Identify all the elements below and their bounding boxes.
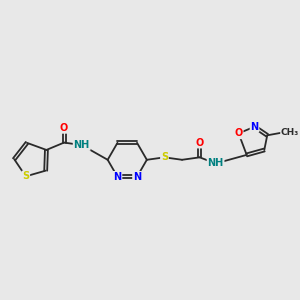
Text: O: O [196,138,204,148]
Text: NH: NH [208,158,224,169]
Text: N: N [133,172,141,182]
Text: CH₃: CH₃ [281,128,299,137]
Text: S: S [161,152,168,162]
Text: O: O [235,128,243,138]
Text: N: N [113,172,122,182]
Text: S: S [22,171,29,181]
Text: O: O [60,123,68,133]
Text: NH: NH [74,140,90,150]
Text: N: N [250,122,259,132]
